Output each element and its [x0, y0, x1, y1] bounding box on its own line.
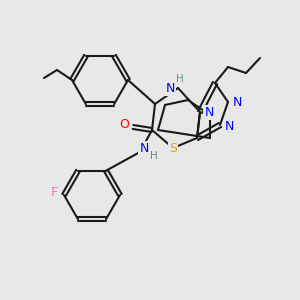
- Text: H: H: [150, 151, 158, 161]
- Text: N: N: [204, 106, 214, 118]
- Text: H: H: [176, 74, 184, 84]
- Text: O: O: [119, 118, 129, 131]
- Text: F: F: [50, 187, 58, 200]
- Text: N: N: [165, 82, 175, 94]
- Text: S: S: [169, 142, 177, 154]
- Text: N: N: [232, 95, 242, 109]
- Text: N: N: [224, 121, 234, 134]
- Text: N: N: [139, 142, 149, 154]
